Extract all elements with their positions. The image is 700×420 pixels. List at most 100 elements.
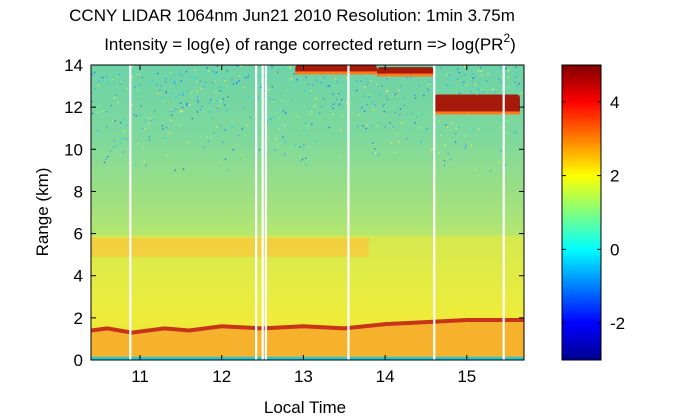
noise-speck [171, 93, 174, 95]
noise-speck [363, 110, 366, 112]
noise-speck [402, 97, 404, 100]
x-tick-label: 14 [376, 367, 395, 386]
noise-speck [148, 122, 150, 125]
noise-speck [379, 94, 381, 96]
noise-speck [199, 80, 202, 82]
noise-speck [162, 97, 164, 99]
noise-speck [275, 71, 277, 73]
noise-speck [210, 99, 212, 101]
noise-speck [500, 81, 502, 83]
chart-subtitle: Intensity = log(e) of range corrected re… [104, 31, 516, 54]
noise-speck [220, 101, 222, 103]
noise-speck [212, 70, 214, 72]
noise-speck [309, 92, 312, 94]
noise-speck [218, 161, 220, 163]
noise-speck [92, 74, 94, 76]
noise-speck [215, 91, 217, 93]
noise-speck [144, 120, 147, 122]
noise-speck [277, 144, 280, 146]
y-tick-label: 10 [64, 140, 83, 159]
noise-speck [157, 72, 159, 75]
noise-speck [294, 144, 296, 146]
noise-speck [328, 126, 330, 129]
noise-speck [515, 66, 517, 68]
noise-speck [173, 110, 175, 112]
data-gaps [129, 65, 505, 360]
noise-speck [371, 152, 374, 154]
noise-speck [118, 73, 121, 76]
noise-speck [482, 91, 485, 93]
noise-speck [378, 154, 380, 156]
noise-speck [421, 114, 423, 116]
noise-speck [196, 80, 198, 83]
noise-speck [308, 113, 310, 115]
noise-speck [191, 118, 193, 120]
noise-speck [390, 142, 393, 144]
noise-speck [186, 89, 189, 92]
noise-speck [449, 79, 451, 81]
noise-speck [305, 164, 307, 166]
noise-speck [270, 119, 272, 121]
noise-speck [164, 137, 166, 139]
noise-speck [304, 90, 306, 92]
noise-speck [178, 73, 181, 75]
noise-speck [371, 124, 373, 127]
noise-speck [323, 76, 326, 79]
noise-speck [276, 71, 278, 73]
noise-speck [310, 90, 312, 92]
noise-speck [365, 78, 367, 80]
noise-speck [307, 83, 310, 85]
noise-speck [470, 91, 472, 93]
noise-speck [200, 88, 203, 90]
noise-speck [398, 141, 400, 143]
heatmap-features [91, 65, 524, 360]
chart-title: CCNY LIDAR 1064nm Jun21 2010 Resolution:… [69, 6, 515, 25]
noise-speck [322, 98, 325, 100]
noise-speck [222, 98, 225, 100]
noise-speck [180, 80, 182, 82]
noise-speck [430, 149, 432, 151]
noise-speck [99, 74, 102, 76]
noise-speck [178, 94, 181, 96]
noise-speck [109, 150, 111, 152]
y-tick-label: 12 [64, 98, 83, 117]
noise-speck [445, 84, 448, 86]
noise-speck [226, 109, 228, 112]
noise-speck [463, 65, 466, 68]
noise-speck [328, 85, 330, 87]
noise-speck [208, 70, 210, 72]
noise-speck [314, 140, 317, 142]
noise-speck [341, 90, 343, 93]
noise-speck [284, 124, 286, 127]
noise-speck [295, 114, 298, 117]
y-tick-label: 4 [74, 267, 83, 286]
noise-speck [456, 78, 459, 80]
noise-speck [169, 132, 171, 134]
data-gap [264, 65, 268, 360]
noise-speck [360, 80, 362, 83]
subtitle-superscript: 2 [503, 31, 510, 45]
noise-speck [417, 113, 420, 115]
noise-speck [438, 152, 440, 154]
noise-speck [216, 65, 219, 67]
plot-area [91, 65, 524, 360]
noise-speck [376, 84, 378, 86]
noise-speck [138, 73, 141, 75]
noise-speck [427, 89, 429, 92]
noise-speck [91, 100, 93, 103]
noise-speck [458, 127, 460, 129]
noise-speck [364, 86, 366, 88]
noise-speck [98, 80, 100, 82]
noise-speck [350, 103, 352, 105]
noise-speck [247, 76, 249, 78]
noise-speck [384, 126, 386, 128]
noise-speck [124, 130, 126, 133]
noise-speck [236, 83, 238, 85]
noise-speck [465, 144, 467, 147]
noise-speck [341, 74, 343, 76]
x-tick-label: 12 [212, 367, 231, 386]
noise-speck [105, 110, 108, 113]
noise-speck [346, 77, 348, 79]
noise-speck [110, 105, 112, 107]
noise-speck [293, 73, 295, 75]
